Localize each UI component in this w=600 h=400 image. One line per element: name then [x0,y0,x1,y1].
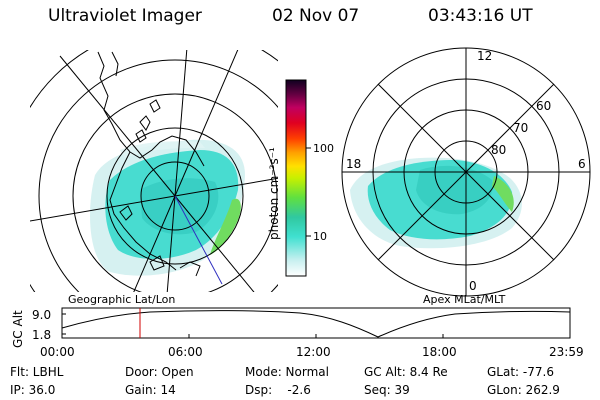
mlt-label-6: 6 [578,157,586,171]
observation-date: 02 Nov 07 [272,6,360,26]
dsp-status: Dsp: -2.6 [245,383,311,397]
mode-status: Mode: Normal [245,365,329,379]
door-status: Door: Open [125,365,194,379]
colorbar-tick-10: 10 [313,230,327,243]
colorbar-tick-100: 100 [313,142,334,155]
gc-alt-xtick-1800: 18:00 [422,345,457,359]
sequence-status: Seq: 39 [364,383,410,397]
mlt-label-0: 0 [469,279,477,293]
instrument-title: Ultraviolet Imager [48,6,202,26]
apex-mlt-lines [342,48,590,296]
apex-map [341,47,591,297]
gc-alt-xtick-0000: 00:00 [40,345,75,359]
gc-alt-plot [61,307,571,339]
colorbar-unit-label: photon cm⁻²s⁻¹ [267,147,281,240]
gc-alt-xtick-1200: 12:00 [296,345,331,359]
gc-alt-xtick-2359: 23:59 [549,345,584,359]
apex-aurora-image [350,157,522,249]
glon-status: GLon: 262.9 [487,383,560,397]
ip-status: IP: 36.0 [10,383,56,397]
geo-panel-label: Geographic Lat/Lon [68,293,175,306]
gain-status: Gain: 14 [125,383,176,397]
observation-time: 03:43:16 UT [428,6,533,26]
mlat-label-70: 70 [513,121,528,135]
gc-alt-curve [61,310,571,338]
geo-coastline [97,51,205,277]
gc-alt-ylabel: GC Alt [11,310,25,348]
mlat-label-60: 60 [536,99,551,113]
gc-alt-ytick-1.8: 1.8 [32,328,51,342]
geo-look-direction-line [174,195,223,285]
mlat-label-80: 80 [491,143,506,157]
gc-alt-ytick-9: 9.0 [32,308,51,322]
gc-alt-ticks [62,313,444,338]
glat-status: GLat: -77.6 [487,365,554,379]
geo-longitude-lines [30,50,278,292]
filter-status: Flt: LBHL [10,365,64,379]
mlt-label-12: 12 [477,49,492,63]
gc-alt-status: GC Alt: 8.4 Re [364,365,448,379]
geo-aurora-image [90,139,245,276]
gc-alt-xtick-0600: 06:00 [168,345,203,359]
mlt-label-18: 18 [346,157,361,171]
geo-latitude-circles [30,50,278,292]
geographic-map [30,50,278,292]
apex-panel-label: Apex MLat/MLT [423,293,506,306]
intensity-colorbar: 100 10 photon cm⁻²s⁻¹ [267,79,334,277]
